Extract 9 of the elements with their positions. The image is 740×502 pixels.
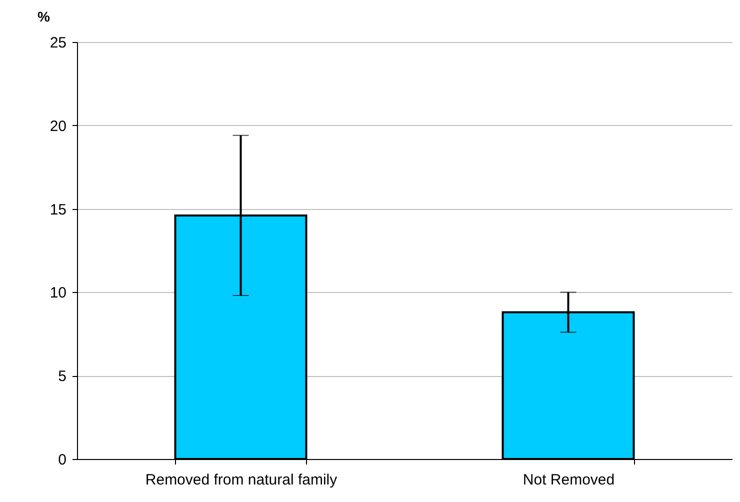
x-tick-label: Removed from natural family: [145, 472, 338, 488]
y-tick-label: 25: [50, 34, 66, 52]
y-tick-label: 5: [58, 368, 66, 386]
y-tick-label: 20: [50, 118, 66, 135]
y-axis-title: %: [38, 8, 50, 24]
y-tick-label: 15: [50, 201, 66, 218]
x-tick-label: Not Removed: [522, 472, 615, 488]
y-tick-label: 0: [58, 452, 66, 468]
y-tick-label: 10: [50, 284, 66, 302]
